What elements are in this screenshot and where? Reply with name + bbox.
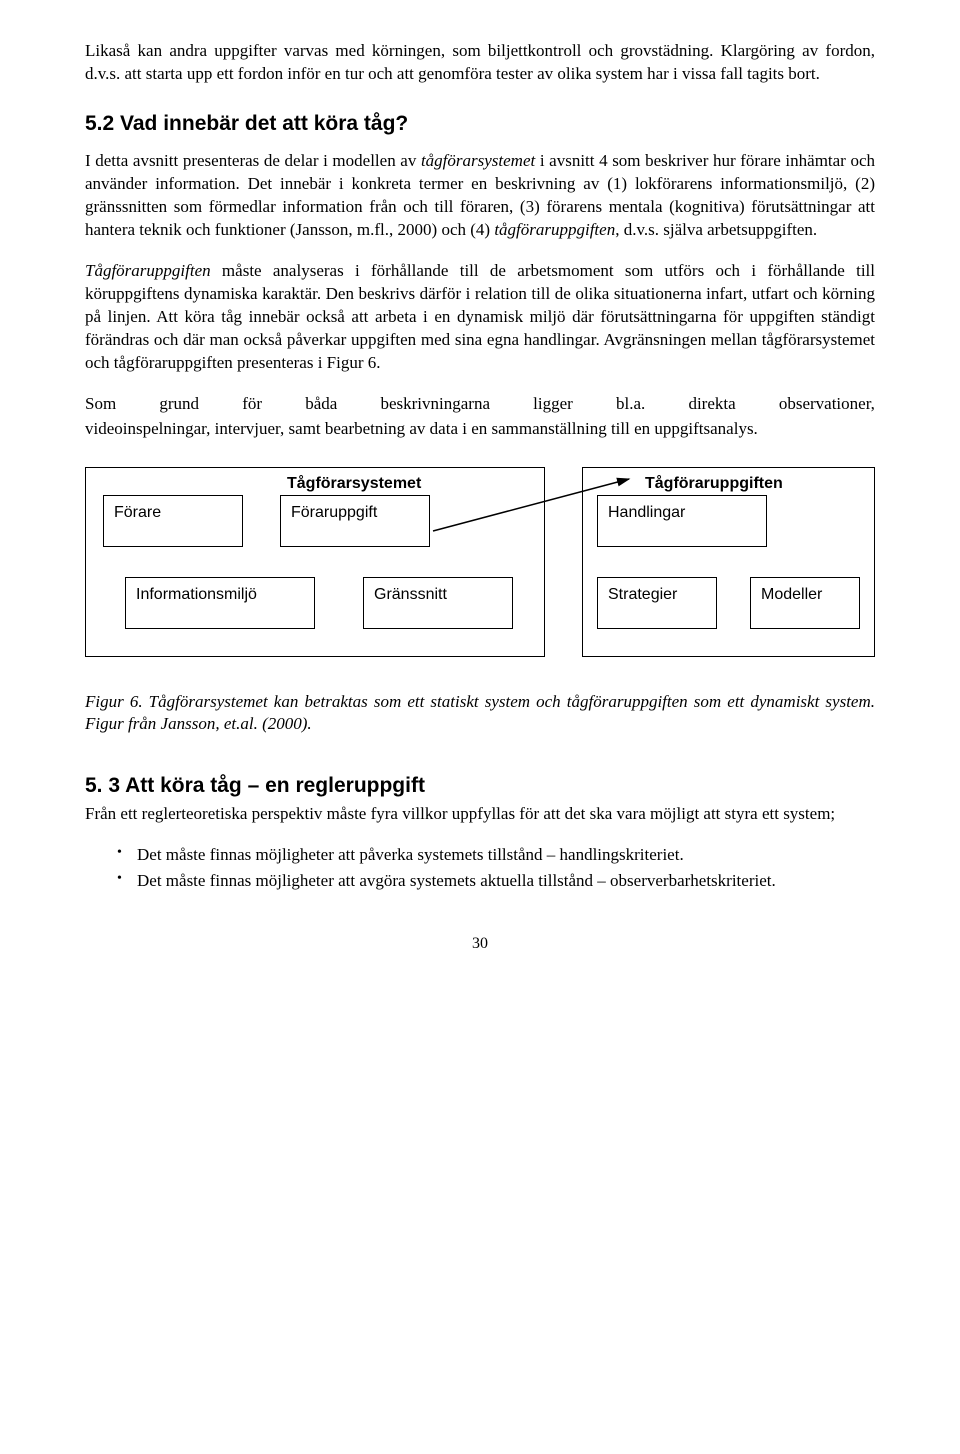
text: , d.v.s. själva arbetsuppgiften.: [615, 220, 817, 239]
box-informationsmiljo: Informationsmiljö: [125, 577, 315, 629]
term-tagforaruppgiften: Tågföraruppgiften: [85, 261, 211, 280]
box-strategier: Strategier: [597, 577, 717, 629]
paragraph-5-2-b: Tågföraruppgiften måste analyseras i för…: [85, 260, 875, 375]
text: videoinspelningar, intervjuer, samt bear…: [85, 418, 875, 441]
figure-6-caption: Figur 6. Tågförarsystemet kan betraktas …: [85, 691, 875, 737]
heading-5-3: 5. 3 Att köra tåg – en regleruppgift: [85, 772, 875, 800]
criteria-list: Det måste finnas möjligheter att påverka…: [85, 844, 875, 893]
paragraph-5-2-a: I detta avsnitt presenteras de delar i m…: [85, 150, 875, 242]
arrow-foraruppgift-to-uppgift: [85, 459, 875, 669]
page-number: 30: [85, 933, 875, 955]
term-tagforarsystemet: tågförarsystemet: [421, 151, 535, 170]
figure-6: Tågförarsystemet Tågföraruppgiften Förar…: [85, 459, 875, 737]
term-tagforaruppgiften: tågföraruppgiften: [494, 220, 615, 239]
word: observationer,: [779, 393, 875, 416]
text: I detta avsnitt presenteras de delar i m…: [85, 151, 421, 170]
paragraph-5-3: Från ett reglerteoretiska perspektiv mås…: [85, 803, 875, 826]
box-modeller: Modeller: [750, 577, 860, 629]
box-handlingar: Handlingar: [597, 495, 767, 547]
criteria-item: Det måste finnas möjligheter att påverka…: [117, 844, 875, 867]
word: båda: [305, 393, 337, 416]
word: grund: [159, 393, 199, 416]
word: direkta: [688, 393, 735, 416]
word: för: [242, 393, 262, 416]
spaced-first-line: Som grund för båda beskrivningarna ligger bl.a…: [85, 393, 875, 416]
word: bl.a.: [616, 393, 645, 416]
figure-6-canvas: Tågförarsystemet Tågföraruppgiften Förar…: [85, 459, 875, 669]
criteria-item: Det måste finnas möjligheter att avgöra …: [117, 870, 875, 893]
word: ligger: [533, 393, 573, 416]
heading-5-2: 5.2 Vad innebär det att köra tåg?: [85, 110, 875, 138]
box-forare: Förare: [103, 495, 243, 547]
word: Som: [85, 393, 116, 416]
box-granssnitt: Gränssnitt: [363, 577, 513, 629]
word: beskrivningarna: [380, 393, 490, 416]
paragraph-5-2-c: Som grund för båda beskrivningarna ligger bl.a…: [85, 393, 875, 441]
box-foraruppgift: Föraruppgift: [280, 495, 430, 547]
paragraph-intro: Likaså kan andra uppgifter varvas med kö…: [85, 40, 875, 86]
